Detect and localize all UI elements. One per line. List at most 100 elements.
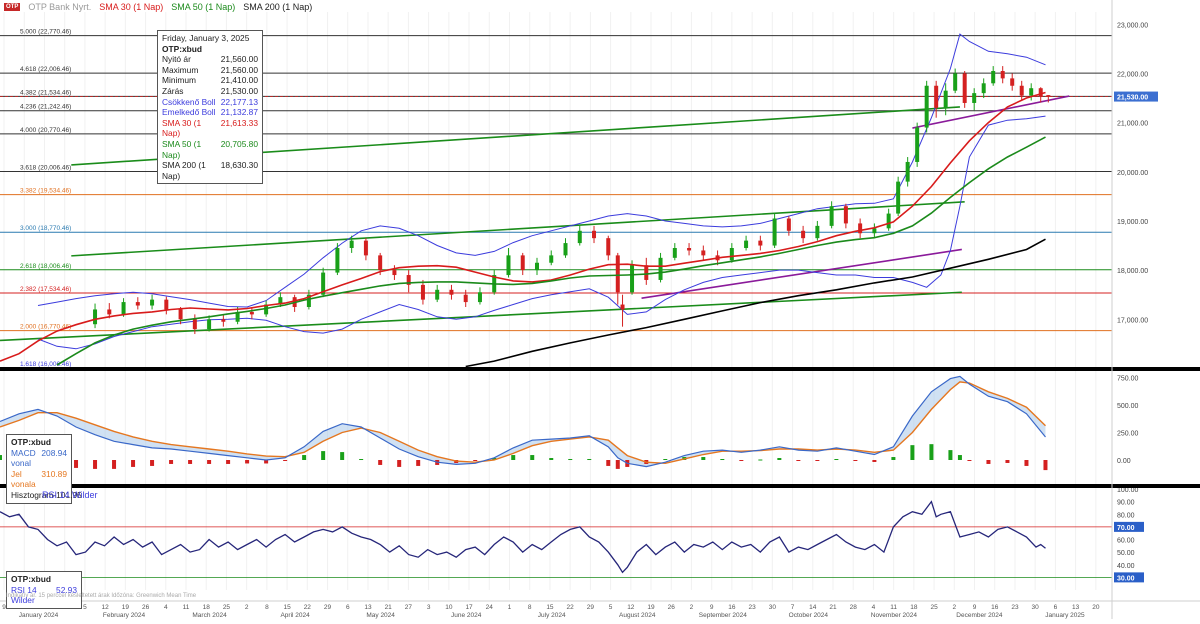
candle-body bbox=[1046, 95, 1051, 97]
candle-body bbox=[630, 265, 635, 293]
time-axis-day: 27 bbox=[405, 604, 413, 611]
macd-tooltip-value: 208.94 bbox=[41, 447, 67, 458]
time-axis-day: 26 bbox=[142, 604, 150, 611]
macd-histogram-bar bbox=[131, 460, 136, 467]
candle-body bbox=[786, 218, 791, 231]
legend-sma50[interactable]: SMA 50 (1 Nap) bbox=[171, 2, 236, 12]
macd-histogram-bar bbox=[492, 458, 497, 460]
candle-body bbox=[829, 206, 834, 226]
time-axis-day: 11 bbox=[890, 604, 897, 611]
candle-body bbox=[658, 257, 663, 280]
legend-sma200[interactable]: SMA 200 (1 Nap) bbox=[243, 2, 313, 12]
rsi-level-tag bbox=[1114, 572, 1144, 583]
last-price-tag bbox=[1114, 91, 1158, 102]
candle-body bbox=[349, 240, 354, 248]
macd-tooltip-value: 310.89 bbox=[41, 468, 67, 479]
time-axis-month: January 2025 bbox=[1045, 612, 1085, 619]
price-tooltip-label: Maximum bbox=[162, 64, 199, 75]
trendline bbox=[641, 248, 962, 299]
fibonacci-level-label: 4.236 (21,242.46) bbox=[20, 104, 71, 111]
time-axis-day: 4 bbox=[872, 604, 876, 611]
time-axis-day: 23 bbox=[1011, 604, 1019, 611]
instrument-name[interactable]: OTP Bank Nyrt. bbox=[28, 2, 92, 12]
price-axis-tick: 20,000.00 bbox=[1117, 170, 1148, 177]
fibonacci-level-label: 3.000 (18,770.46) bbox=[20, 225, 71, 232]
candle-body bbox=[687, 248, 692, 251]
time-axis-day: 8 bbox=[265, 604, 269, 611]
macd-histogram-bar bbox=[948, 450, 953, 460]
macd-histogram-bar bbox=[188, 460, 193, 464]
candle-body bbox=[107, 309, 112, 315]
time-axis-day: 29 bbox=[587, 604, 595, 611]
series-sma200 bbox=[465, 238, 1046, 368]
time-axis-month: April 2024 bbox=[280, 612, 310, 619]
candle-body bbox=[249, 311, 254, 315]
candle-body bbox=[221, 319, 226, 322]
price-tooltip-value: 21,560.00 bbox=[220, 54, 258, 65]
macd-histogram-bar bbox=[473, 460, 478, 461]
macd-tooltip-row: MACD vonal 208.94 bbox=[11, 448, 67, 469]
candle-body bbox=[872, 228, 877, 234]
candle-body bbox=[506, 255, 511, 276]
time-axis-month: October 2024 bbox=[789, 612, 829, 619]
price-tooltip-row: SMA 50 (1 Nap) 20,705.80 bbox=[162, 139, 258, 160]
candlestick-layer bbox=[93, 66, 1051, 335]
fibonacci-level-label: 2.618 (18,006.46) bbox=[20, 263, 71, 270]
macd-histogram-bar bbox=[112, 460, 117, 469]
candle-body bbox=[1019, 85, 1024, 96]
candle-body bbox=[278, 297, 283, 305]
panel-separator bbox=[0, 367, 1200, 371]
moving-average-layer bbox=[0, 91, 1046, 368]
macd-histogram-bar bbox=[663, 459, 668, 461]
candle-body bbox=[758, 240, 763, 246]
legend-sma30[interactable]: SMA 30 (1 Nap) bbox=[99, 2, 164, 12]
time-axis-day: 26 bbox=[668, 604, 676, 611]
fibonacci-level-label: 3.382 (19,534.46) bbox=[20, 188, 71, 195]
time-axis-month: September 2024 bbox=[699, 612, 747, 619]
macd-histogram-bar bbox=[207, 460, 212, 464]
time-axis-day: 3 bbox=[427, 604, 431, 611]
price-tooltip-value: 21,410.00 bbox=[220, 75, 258, 86]
time-axis-day: 13 bbox=[364, 604, 372, 611]
candle-body bbox=[606, 238, 611, 256]
price-tooltip-row: Zárás 21,530.00 bbox=[162, 86, 258, 97]
price-tooltip-label: Nyitó ár bbox=[162, 54, 191, 65]
candle-body bbox=[953, 73, 958, 91]
candle-body bbox=[991, 71, 996, 84]
rsi-level-tag bbox=[1114, 521, 1144, 532]
price-tooltip-row: Minimum 21,410.00 bbox=[162, 75, 258, 86]
price-tooltip-label: Emelkedő Boll bbox=[162, 107, 216, 118]
price-tooltip-label: Csökkenő Boll bbox=[162, 96, 216, 107]
time-axis-month: August 2024 bbox=[619, 612, 656, 619]
price-tooltip-value: 20,705.80 bbox=[220, 138, 258, 149]
candle-body bbox=[192, 319, 197, 330]
time-axis-day: 2 bbox=[952, 604, 956, 611]
macd-histogram-bar bbox=[1005, 460, 1010, 463]
time-axis-day: 4 bbox=[164, 604, 168, 611]
macd-tooltip-row: Hisztogram -101.95 bbox=[11, 490, 82, 501]
macd-histogram-bar bbox=[720, 459, 725, 461]
macd-histogram-bar bbox=[796, 460, 801, 461]
time-axis-day: 28 bbox=[850, 604, 858, 611]
time-axis-day: 2 bbox=[245, 604, 249, 611]
rsi-axis-tick: 60.00 bbox=[1117, 538, 1135, 545]
candle-body bbox=[406, 275, 411, 285]
candle-body bbox=[962, 73, 967, 103]
macd-fill bbox=[0, 376, 1046, 467]
time-axis-day: 5 bbox=[83, 604, 87, 611]
time-axis-month: March 2024 bbox=[192, 612, 227, 619]
macd-histogram-bar bbox=[834, 459, 839, 461]
macd-histogram-bar bbox=[957, 455, 962, 460]
time-axis-month: July 2024 bbox=[538, 612, 566, 619]
macd-histogram-bar bbox=[739, 460, 744, 461]
candle-body bbox=[896, 181, 901, 214]
candle-body bbox=[801, 230, 806, 239]
price-tooltip-label: SMA 50 (1 Nap) bbox=[162, 138, 202, 160]
macd-histogram-bar bbox=[967, 460, 972, 461]
macd-histogram-bar bbox=[511, 455, 516, 460]
candle-body bbox=[264, 304, 269, 315]
axes-layer: 23,000.00 22,000.00 21,000.00 20,000.00 19,0… bbox=[2, 22, 1158, 619]
candle-body bbox=[772, 218, 777, 246]
